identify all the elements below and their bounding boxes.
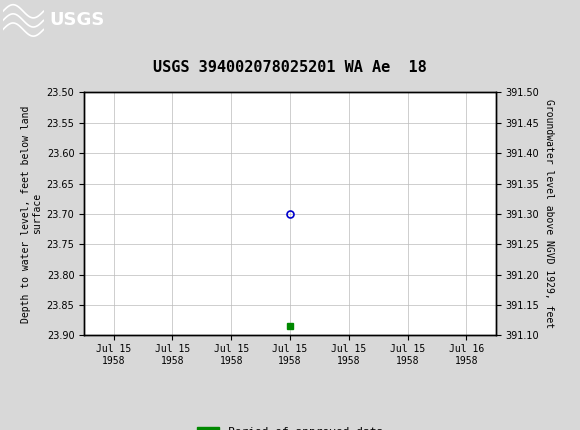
Legend: Period of approved data: Period of approved data xyxy=(193,423,387,430)
Text: USGS 394002078025201 WA Ae  18: USGS 394002078025201 WA Ae 18 xyxy=(153,60,427,75)
Text: USGS: USGS xyxy=(49,12,104,29)
Y-axis label: Depth to water level, feet below land
surface: Depth to water level, feet below land su… xyxy=(21,105,42,322)
Y-axis label: Groundwater level above NGVD 1929, feet: Groundwater level above NGVD 1929, feet xyxy=(543,99,554,329)
